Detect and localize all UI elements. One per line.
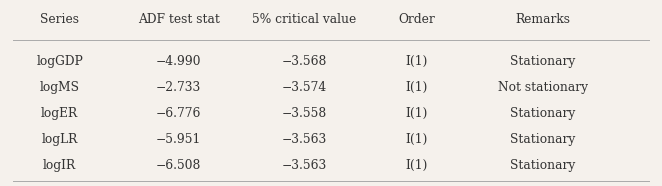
Text: −3.574: −3.574 [282,81,327,94]
Text: −6.776: −6.776 [156,107,201,120]
Text: −6.508: −6.508 [156,159,201,172]
Text: logMS: logMS [40,81,79,94]
Text: Not stationary: Not stationary [498,81,588,94]
Text: Stationary: Stationary [510,133,575,146]
Text: −3.563: −3.563 [282,133,327,146]
Text: I(1): I(1) [406,54,428,68]
Text: I(1): I(1) [406,81,428,94]
Text: 5% critical value: 5% critical value [252,13,357,26]
Text: Remarks: Remarks [515,13,571,26]
Text: logIR: logIR [43,159,76,172]
Text: ADF test stat: ADF test stat [138,13,220,26]
Text: Stationary: Stationary [510,107,575,120]
Text: Order: Order [399,13,436,26]
Text: I(1): I(1) [406,133,428,146]
Text: −3.563: −3.563 [282,159,327,172]
Text: I(1): I(1) [406,159,428,172]
Text: Stationary: Stationary [510,159,575,172]
Text: −2.733: −2.733 [156,81,201,94]
Text: −3.558: −3.558 [282,107,327,120]
Text: logLR: logLR [42,133,77,146]
Text: −4.990: −4.990 [156,54,201,68]
Text: I(1): I(1) [406,107,428,120]
Text: Series: Series [40,13,79,26]
Text: logER: logER [41,107,78,120]
Text: Stationary: Stationary [510,54,575,68]
Text: −3.568: −3.568 [282,54,327,68]
Text: logGDP: logGDP [36,54,83,68]
Text: −5.951: −5.951 [156,133,201,146]
